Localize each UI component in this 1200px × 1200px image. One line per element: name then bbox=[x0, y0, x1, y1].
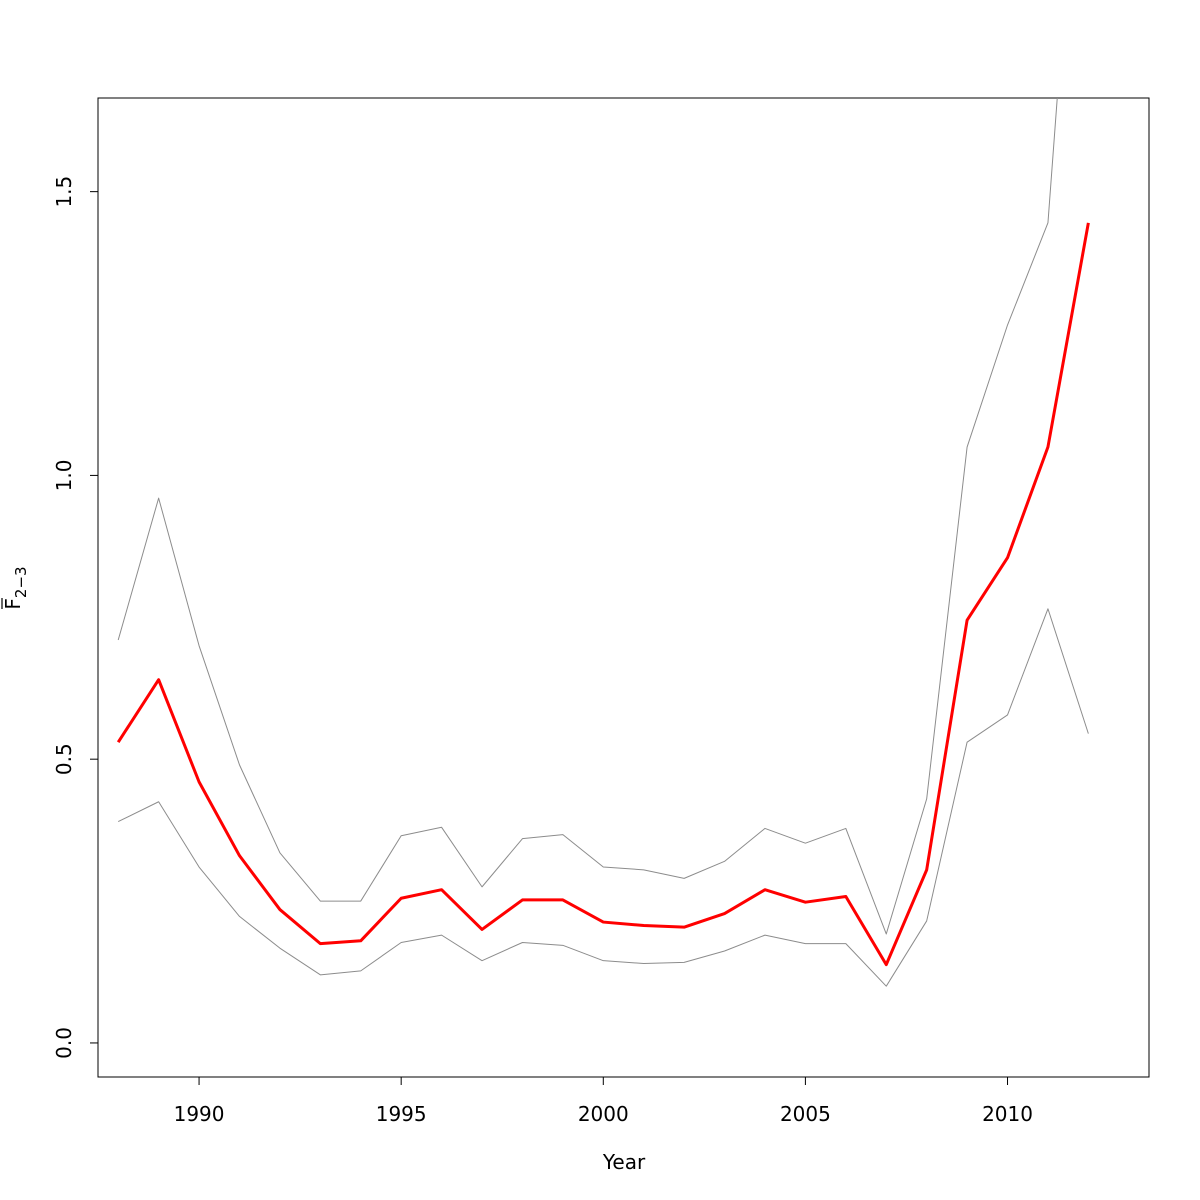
y-tick-label: 1.0 bbox=[52, 460, 76, 492]
y-axis: 0.0 0.5 1.0 1.5 bbox=[52, 176, 99, 1059]
series-estimate-line bbox=[116, 222, 1090, 967]
x-tick-label: 1995 bbox=[376, 1102, 427, 1126]
y-tick-label: 1.5 bbox=[52, 176, 76, 208]
y-axis-title: F2−3 bbox=[1, 566, 30, 609]
svg-text:F2−3: F2−3 bbox=[1, 566, 30, 609]
y-tick-label: 0.0 bbox=[52, 1027, 76, 1059]
series-lower-bound-line bbox=[117, 608, 1089, 987]
x-axis-title: Year bbox=[602, 1150, 646, 1174]
series-upper-bound-line bbox=[117, 98, 1058, 935]
y-axis-title-subscript: 2−3 bbox=[12, 566, 30, 598]
x-tick-label: 2010 bbox=[982, 1102, 1033, 1126]
y-tick-label: 0.5 bbox=[52, 743, 76, 775]
x-tick-label: 2005 bbox=[780, 1102, 831, 1126]
x-tick-label: 2000 bbox=[578, 1102, 629, 1126]
y-axis-title-main: F bbox=[1, 598, 25, 610]
x-tick-label: 1990 bbox=[174, 1102, 225, 1126]
plot-frame bbox=[97, 97, 1150, 1078]
x-axis: 1990 1995 2000 2005 2010 bbox=[174, 1076, 1033, 1126]
series-layer bbox=[116, 98, 1090, 987]
